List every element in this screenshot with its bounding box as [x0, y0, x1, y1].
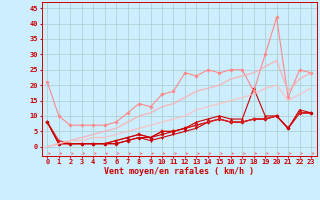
X-axis label: Vent moyen/en rafales ( km/h ): Vent moyen/en rafales ( km/h ) — [104, 167, 254, 176]
